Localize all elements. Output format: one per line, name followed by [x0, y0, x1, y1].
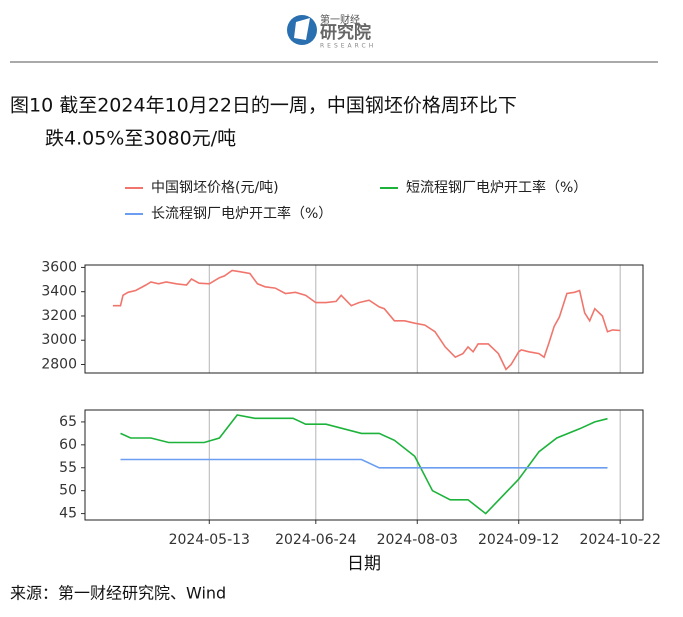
plot-frame [84, 409, 644, 521]
y-tick-label: 3600 [41, 259, 77, 275]
y-tick-label: 3400 [41, 284, 77, 300]
y-tick-label: 45 [59, 506, 77, 522]
y-tick-label: 50 [59, 483, 77, 499]
logo-sub: RESEARCH [320, 43, 376, 50]
x-tick-label: 2024-05-13 [169, 532, 250, 548]
logo-top: 第一财经 [320, 13, 360, 26]
y-tick-label: 65 [59, 414, 77, 430]
x-tick-label: 2024-08-03 [377, 532, 458, 548]
legend-label: 中国钢坯价格(元/吨) [151, 180, 279, 196]
series-line [120, 414, 608, 515]
x-axis-label: 日期 [347, 554, 381, 574]
x-tick-label: 2024-10-22 [579, 532, 660, 548]
logo-main: 研究院 [320, 22, 371, 43]
y-tick-label: 55 [59, 460, 77, 476]
y-tick-label: 3200 [41, 308, 77, 324]
y-tick-label: 2800 [41, 357, 77, 373]
figure-title: 图10 截至2024年10月22日的一周，中国钢坯价格周环比下 [10, 95, 517, 117]
plot-frame [84, 264, 644, 374]
y-tick-label: 3000 [41, 332, 77, 348]
source: 来源：第一财经研究院、Wind [10, 584, 226, 603]
series-line [112, 269, 621, 371]
logo: 第一财经 研究院 RESEARCH [287, 13, 376, 50]
logo-icon-shape [294, 18, 310, 40]
legend-label: 短流程钢厂电炉开工率（%） [406, 179, 587, 196]
x-tick-label: 2024-06-24 [275, 532, 356, 548]
figure-title: 跌4.05%至3080元/吨 [45, 128, 236, 150]
legend-label: 长流程钢厂电炉开工率（%） [151, 205, 332, 222]
x-tick-label: 2024-09-12 [478, 532, 559, 548]
series-line [120, 458, 608, 469]
y-tick-label: 60 [59, 437, 77, 453]
